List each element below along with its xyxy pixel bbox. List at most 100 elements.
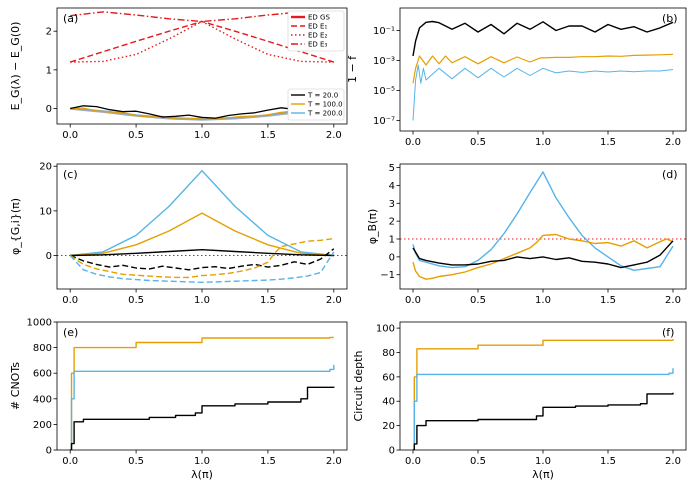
legend-label: ED E₃ — [308, 41, 327, 49]
series-line-c-3 — [69, 248, 335, 271]
legend-label: ED E₁ — [308, 23, 327, 31]
panel-e: 0.0 0.5 1.0 1.5 2.0 0 200 400 600 800 1000 (e) # CNO… — [9, 318, 348, 481]
series-line-d-0 — [412, 171, 674, 271]
panel-label: (d) — [662, 168, 678, 181]
plot-area-d — [400, 171, 686, 280]
y-axis-label: E_G(λ) − E_G(0) — [9, 22, 22, 111]
panel-label: (f) — [662, 326, 674, 339]
x-tick-label: 1.5 — [600, 295, 616, 306]
x-tick-label: 1.0 — [535, 456, 551, 467]
y-tick-label: 0 — [389, 252, 395, 263]
series-line-e-1 — [70, 364, 335, 450]
y-tick-label: 40 — [382, 397, 395, 408]
plot-area-b — [412, 20, 674, 121]
series-line-b-1 — [412, 53, 674, 84]
y-tick-label: 200 — [33, 420, 52, 431]
legend-label: T = 200.0 — [307, 110, 343, 118]
panel-b: 0.0 0.5 1.0 1.5 2.0 10⁻⁷ 10⁻⁵ 10⁻³ 10⁻¹ (b) 1 − f — [346, 7, 687, 148]
axes-frame — [56, 163, 348, 290]
y-tick-label: 1000 — [27, 318, 52, 329]
y-axis-label: Circuit depth — [352, 351, 365, 422]
panel-a: 0.0 0.5 1.0 1.5 2.0 0 1 2 (a) E_G(λ) − E_G(0) ED G… — [9, 7, 348, 141]
y-tick-label: 4 — [389, 181, 395, 192]
panel-f: 0.0 0.5 1.0 1.5 2.0 0 20 40 60 80 100 (f) Circuit de… — [352, 321, 687, 481]
x-tick-label: 1.0 — [194, 130, 210, 141]
x-tick-label: 1.5 — [260, 295, 276, 306]
y-tick-label: 60 — [382, 372, 395, 383]
series-line-f-0 — [413, 339, 674, 450]
series-line-e-0 — [70, 336, 334, 450]
panel-label: (e) — [63, 326, 78, 339]
series-line-b-2 — [412, 64, 674, 121]
y-tick-label: 10⁻⁷ — [373, 116, 395, 127]
series-line-e-2 — [70, 386, 335, 450]
series-line-f-2 — [413, 392, 674, 450]
x-tick-label: 0.0 — [405, 137, 421, 148]
y-tick-label: 0 — [46, 446, 52, 457]
x-tick-label: 0.5 — [128, 456, 144, 467]
x-tick-label: 0.5 — [470, 295, 486, 306]
x-tick-label: 0.0 — [405, 295, 421, 306]
panel-label: (b) — [662, 12, 678, 25]
y-tick-label: 1 — [389, 235, 395, 246]
legend-lower-right: T = 20.0T = 100.0T = 200.0 — [287, 88, 345, 121]
x-tick-label: 2.0 — [326, 295, 342, 306]
series-line-c-1 — [70, 212, 334, 257]
plot-area-f — [413, 339, 674, 450]
y-axis-label: φ_{G,i}(π) — [9, 198, 22, 255]
series-line-b-0 — [412, 20, 674, 57]
x-tick-label: 2.0 — [665, 295, 681, 306]
series-line-c-4 — [69, 237, 334, 279]
series-line-d-1 — [412, 233, 674, 280]
series-line-c-0 — [70, 169, 334, 257]
y-tick-label: 400 — [33, 394, 52, 405]
y-tick-label: 3 — [389, 199, 395, 210]
legend-label: T = 20.0 — [307, 92, 338, 100]
y-tick-label: 10⁻³ — [373, 56, 395, 67]
y-tick-label: 800 — [33, 343, 52, 354]
series-line-c-2 — [70, 248, 334, 257]
x-tick-label: 1.5 — [260, 130, 276, 141]
y-tick-label: 0 — [389, 446, 395, 457]
y-axis-label: 1 − f — [346, 55, 359, 83]
x-tick-label: 0.0 — [405, 456, 421, 467]
axes-frame — [399, 7, 687, 132]
y-tick-label: 80 — [382, 348, 395, 359]
panel-label: (a) — [63, 12, 78, 25]
series-line-c-5 — [69, 251, 335, 283]
series-line-f-1 — [413, 368, 674, 450]
x-tick-label: 1.0 — [535, 295, 551, 306]
x-tick-label: 1.5 — [600, 456, 616, 467]
series-line-d-2 — [412, 240, 674, 269]
x-tick-label: 0.0 — [62, 130, 78, 141]
y-tick-label: 100 — [376, 324, 395, 335]
y-tick-label: 2 — [389, 217, 395, 228]
x-tick-label: 0.5 — [470, 137, 486, 148]
panel-label: (c) — [63, 168, 78, 181]
legend-label: T = 100.0 — [307, 101, 343, 109]
y-axis-label: φ_B(π) — [366, 209, 379, 245]
x-tick-label: 1.0 — [194, 456, 210, 467]
y-tick-label: 10⁻¹ — [373, 26, 395, 37]
x-axis-label: λ(π) — [532, 468, 554, 481]
x-tick-label: 0.5 — [470, 456, 486, 467]
y-tick-label: −1 — [380, 270, 395, 281]
x-tick-label: 1.0 — [535, 137, 551, 148]
y-tick-label: 10 — [39, 206, 52, 217]
x-tick-label: 2.0 — [326, 130, 342, 141]
x-tick-label: 0.5 — [128, 130, 144, 141]
plot-area-e — [70, 336, 335, 450]
y-tick-label: 600 — [33, 369, 52, 380]
x-tick-label: 0.0 — [62, 456, 78, 467]
plot-area-c — [57, 169, 347, 283]
legend-label: ED E₂ — [308, 32, 327, 40]
y-tick-label: 20 — [39, 162, 52, 173]
x-tick-label: 1.5 — [260, 456, 276, 467]
y-tick-label: 0 — [46, 251, 52, 262]
x-tick-label: 2.0 — [326, 456, 342, 467]
x-tick-label: 1.5 — [600, 137, 616, 148]
y-tick-label: 1 — [46, 65, 52, 76]
y-tick-label: 20 — [382, 421, 395, 432]
